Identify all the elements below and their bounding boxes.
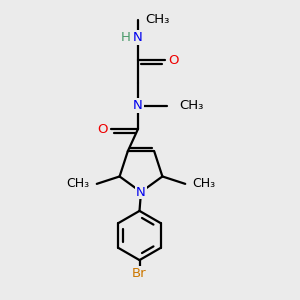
Text: N: N	[133, 99, 143, 112]
Text: O: O	[168, 53, 179, 67]
Text: N: N	[136, 185, 146, 199]
Text: CH₃: CH₃	[193, 177, 216, 190]
Text: H: H	[121, 31, 130, 44]
Text: CH₃: CH₃	[66, 177, 89, 190]
Text: N: N	[133, 31, 143, 44]
Text: O: O	[97, 122, 108, 136]
Text: Br: Br	[132, 267, 147, 280]
Text: CH₃: CH₃	[179, 99, 203, 112]
Text: CH₃: CH₃	[146, 13, 170, 26]
